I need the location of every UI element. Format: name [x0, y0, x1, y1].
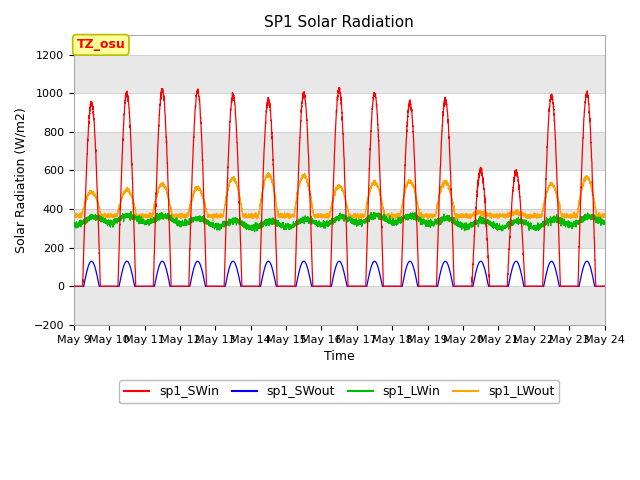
- Bar: [74, 286, 605, 325]
- Legend: sp1_SWin, sp1_SWout, sp1_LWin, sp1_LWout: sp1_SWin, sp1_SWout, sp1_LWin, sp1_LWout: [119, 380, 559, 403]
- Title: SP1 Solar Radiation: SP1 Solar Radiation: [264, 15, 414, 30]
- Y-axis label: Solar Radiation (W/m2): Solar Radiation (W/m2): [15, 107, 28, 253]
- X-axis label: Time: Time: [324, 350, 355, 363]
- Text: TZ_osu: TZ_osu: [76, 38, 125, 51]
- Bar: [74, 132, 605, 170]
- Bar: [74, 209, 605, 248]
- Bar: [74, 55, 605, 93]
